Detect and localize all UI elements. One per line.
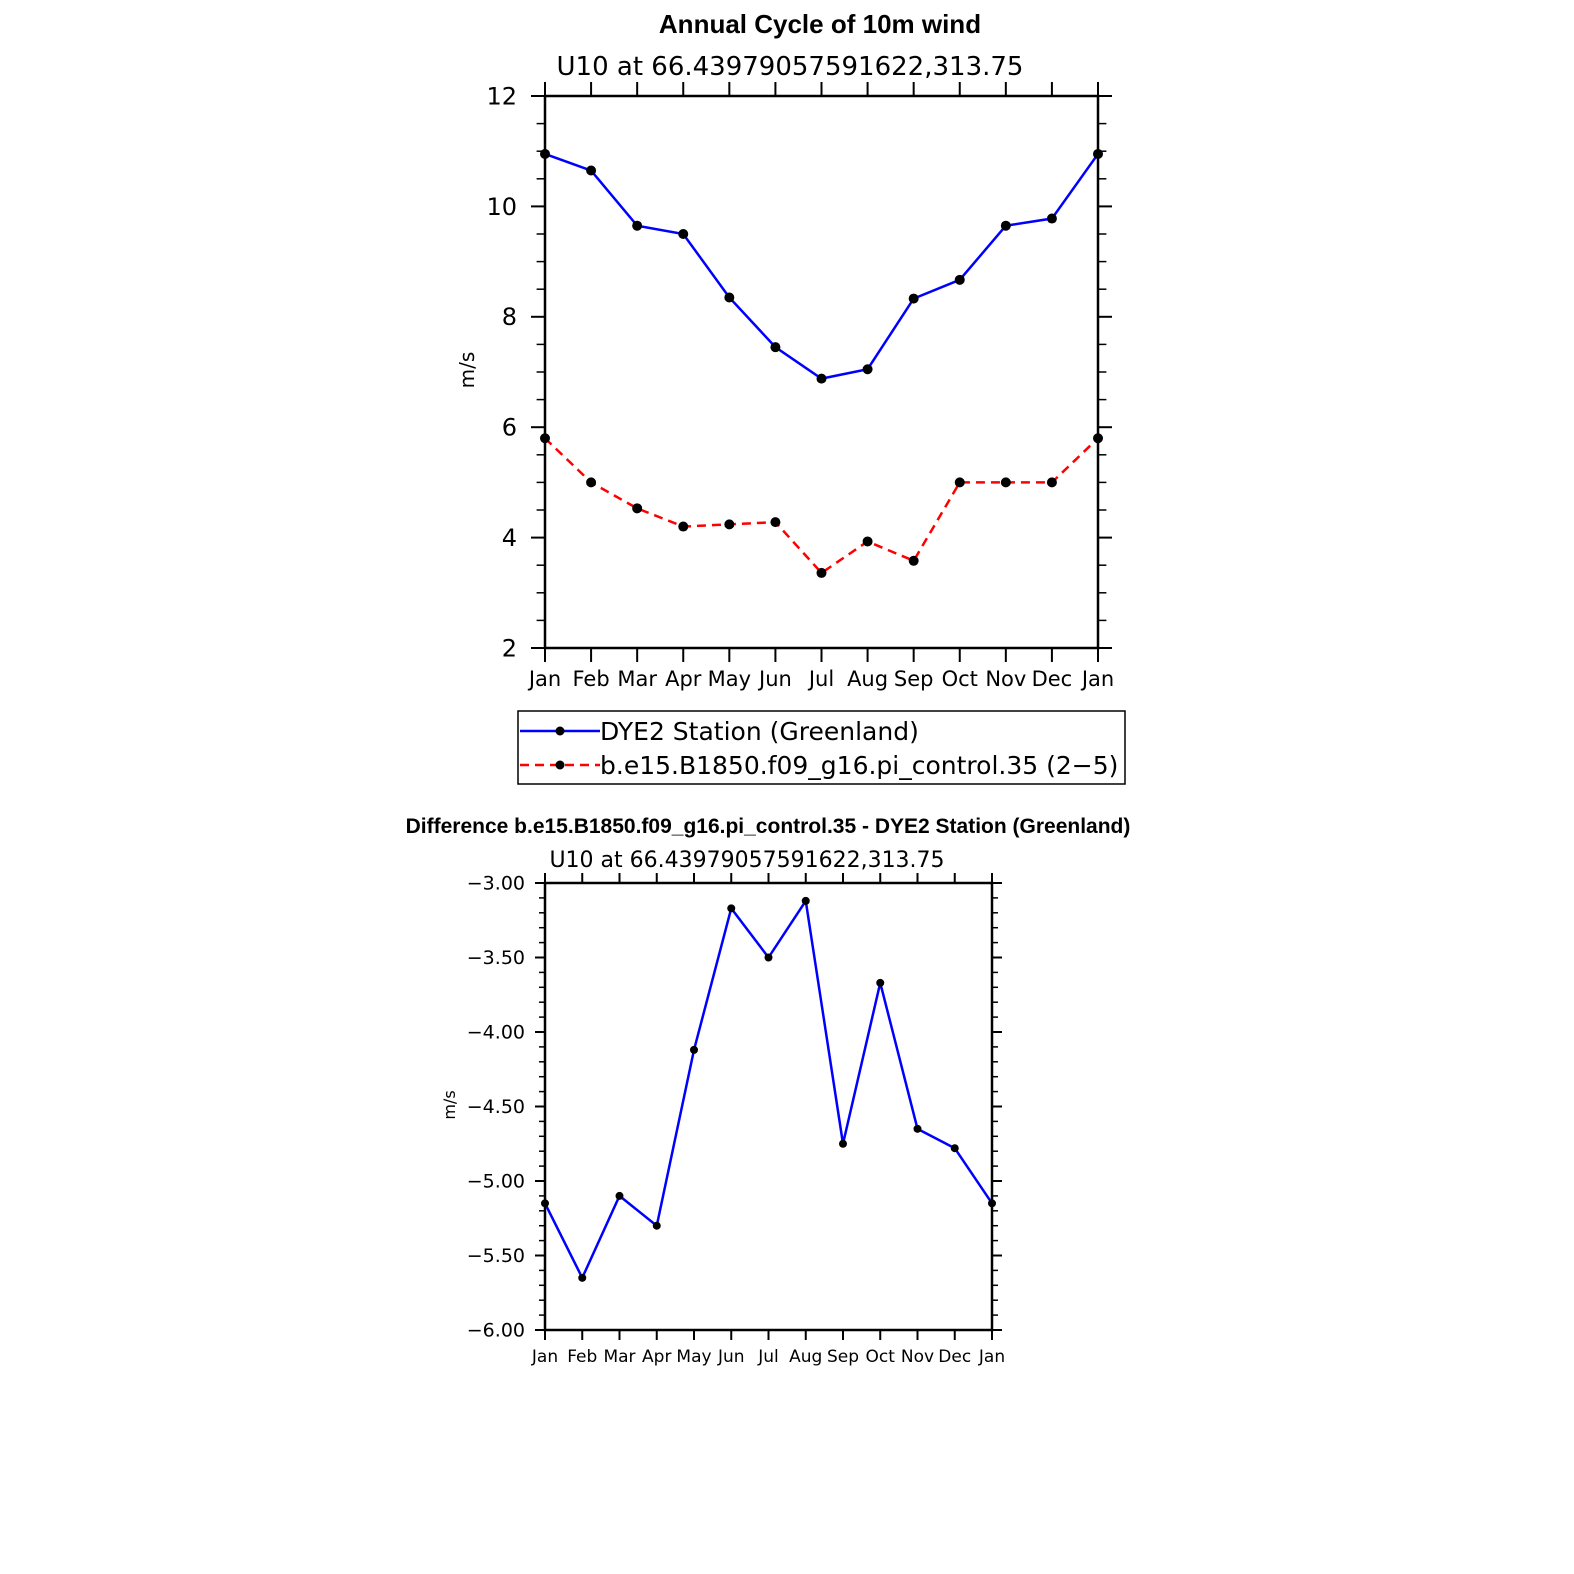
chart2-x-tick-label: Jan bbox=[531, 1347, 558, 1367]
chart1-series-2-point bbox=[632, 503, 643, 514]
chart2-x-tick-label: Feb bbox=[567, 1347, 597, 1367]
chart1-series-2-point bbox=[1000, 477, 1011, 488]
chart1-series-2-point bbox=[770, 517, 781, 528]
chart1-x-tick-label: Jan bbox=[1080, 667, 1114, 691]
legend-box bbox=[517, 710, 1126, 785]
chart2-ylabel: m/s bbox=[440, 1090, 459, 1119]
chart1-series-2-point bbox=[586, 477, 597, 488]
chart1-y-tick-label: 4 bbox=[502, 524, 517, 552]
chart1-y-tick-label: 2 bbox=[502, 634, 517, 662]
chart2-subtitle: U10 at 66.43979057591622,313.75 bbox=[549, 848, 944, 873]
chart2-plot-frame bbox=[543, 881, 994, 1332]
chart1-title: Annual Cycle of 10m wind bbox=[659, 9, 981, 39]
chart2-x-tick-label: Apr bbox=[642, 1347, 671, 1367]
chart2-x-tick-label: Mar bbox=[603, 1347, 635, 1367]
chart2-series-1-point bbox=[950, 1144, 959, 1153]
chart2-x-tick-label: Oct bbox=[866, 1347, 896, 1367]
chart1-x-tick-label: Dec bbox=[1032, 667, 1073, 691]
chart1-series-1-point bbox=[1000, 220, 1011, 231]
chart1-series-1-point bbox=[862, 364, 873, 375]
chart1-ylabel: m/s bbox=[455, 352, 479, 389]
chart1-x-tick-label: Jul bbox=[807, 667, 834, 691]
chart2-x-tick-label: Nov bbox=[901, 1347, 934, 1367]
legend-marker-series-1 bbox=[555, 726, 565, 736]
chart2-series-1-point bbox=[652, 1221, 661, 1230]
chart1-subtitle: U10 at 66.43979057591622,313.75 bbox=[557, 52, 1024, 82]
chart1-legend: DYE2 Station (Greenland) b.e15.B1850.f09… bbox=[517, 710, 1126, 785]
chart1-y-tick-label: 8 bbox=[502, 303, 517, 331]
chart1-y-tick-label: 12 bbox=[486, 82, 517, 110]
chart2-series-1-point bbox=[541, 1199, 549, 1208]
chart2-y-tick-label: −5.50 bbox=[467, 1245, 525, 1267]
chart2-series-1-point bbox=[988, 1199, 996, 1208]
chart1-x-tick-label: Feb bbox=[572, 667, 609, 691]
chart2-x-tick-label: Jun bbox=[717, 1347, 745, 1367]
chart2-y-tick-label: −3.50 bbox=[467, 947, 525, 969]
chart1-x-tick-label: Sep bbox=[894, 667, 934, 691]
difference-chart: Difference b.e15.B1850.f09_g16.pi_contro… bbox=[406, 815, 1131, 1367]
chart1-series-2-point bbox=[678, 521, 689, 532]
chart1-x-tick-label: Mar bbox=[617, 667, 657, 691]
chart1-plot-frame bbox=[543, 94, 1100, 650]
chart1-series-line-1 bbox=[544, 152, 1100, 380]
legend-marker-series-2 bbox=[555, 760, 565, 770]
chart1-y-tick-label: 6 bbox=[502, 414, 517, 442]
legend-label-series-1: DYE2 Station (Greenland) bbox=[600, 717, 919, 746]
chart2-series-1-point bbox=[690, 1045, 698, 1054]
chart1-x-tick-label: Nov bbox=[985, 667, 1026, 691]
chart1-series-1-point bbox=[954, 274, 965, 285]
chart2-x-tick-label: Jul bbox=[757, 1347, 779, 1367]
chart1-series-2-point bbox=[816, 567, 827, 578]
chart1-x-tick-label: Apr bbox=[665, 667, 702, 691]
chart1-series-1-point bbox=[1046, 213, 1057, 224]
chart1-x-tick-label: Jun bbox=[757, 667, 792, 691]
chart1-series-2-point bbox=[1093, 433, 1103, 444]
chart2-x-tick-label: Jan bbox=[978, 1347, 1005, 1367]
chart1-series-2-point bbox=[862, 536, 873, 547]
chart2-x-tick-label: Aug bbox=[789, 1347, 822, 1367]
chart1-series-1-point bbox=[816, 373, 827, 384]
chart1-series-2-point bbox=[954, 477, 965, 488]
chart2-y-tick-label: −3.00 bbox=[467, 873, 525, 895]
chart1-series-1-point bbox=[1093, 148, 1103, 159]
chart2-series-1-point bbox=[727, 904, 736, 913]
chart2-series-1-point bbox=[764, 953, 773, 962]
chart1-x-tick-label: Oct bbox=[942, 667, 978, 691]
chart2-y-tick-label: −4.50 bbox=[467, 1096, 525, 1118]
chart2-series-1-point bbox=[876, 978, 885, 987]
chart1-series-1-point bbox=[770, 342, 781, 353]
chart2-y-tick-label: −5.00 bbox=[467, 1171, 525, 1193]
chart1-series-2-point bbox=[540, 433, 550, 444]
chart1-series-2-point bbox=[1046, 477, 1057, 488]
chart1-x-tick-label: May bbox=[708, 667, 751, 691]
chart2-y-tick-label: −4.00 bbox=[467, 1022, 525, 1044]
chart1-x-tick-label: Jan bbox=[527, 667, 561, 691]
chart1-series-1-point bbox=[632, 220, 643, 231]
chart2-series-1-point bbox=[839, 1139, 847, 1148]
chart2-series-1-point bbox=[913, 1124, 922, 1133]
chart2-series-1-point bbox=[801, 896, 810, 905]
chart2-series-1-point bbox=[578, 1273, 587, 1282]
chart2-x-tick-label: Sep bbox=[827, 1347, 859, 1367]
chart1-y-tick-label: 10 bbox=[486, 193, 517, 221]
chart1-series-line-2 bbox=[544, 437, 1099, 575]
chart2-title: Difference b.e15.B1850.f09_g16.pi_contro… bbox=[406, 815, 1131, 838]
chart1-series-2-point bbox=[724, 519, 735, 530]
chart1-series-1-point bbox=[908, 293, 919, 304]
chart1-series-1-point bbox=[724, 292, 735, 303]
annual-cycle-chart: Annual Cycle of 10m wind U10 at 66.43979… bbox=[455, 9, 1126, 785]
legend-label-series-2: b.e15.B1850.f09_g16.pi_control.35 (2−5) bbox=[600, 751, 1118, 780]
chart1-series-1-point bbox=[678, 229, 689, 239]
chart2-x-tick-label: May bbox=[676, 1347, 711, 1367]
chart1-series-2-point bbox=[908, 555, 919, 566]
chart2-x-tick-label: Dec bbox=[938, 1347, 971, 1367]
chart1-series-1-point bbox=[540, 148, 550, 159]
chart1-x-tick-label: Aug bbox=[847, 667, 888, 691]
chart2-series-1-point bbox=[615, 1191, 624, 1200]
chart2-y-tick-label: −6.00 bbox=[467, 1320, 525, 1342]
chart1-series-1-point bbox=[586, 165, 597, 176]
